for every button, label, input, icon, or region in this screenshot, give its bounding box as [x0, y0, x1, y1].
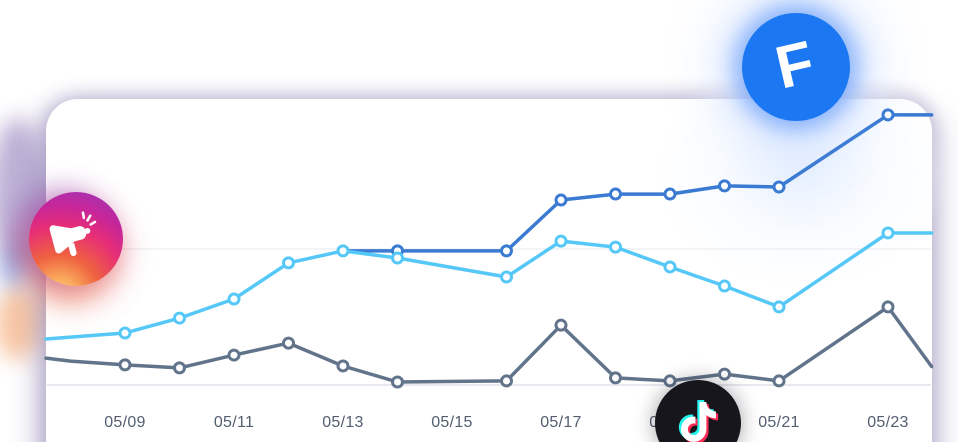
data-point-marker-facebook — [554, 193, 568, 207]
data-point-marker-instagram — [663, 260, 677, 274]
data-point-marker-facebook — [718, 179, 731, 193]
data-point-marker-instagram — [118, 326, 132, 340]
data-point-marker-instagram — [718, 279, 731, 293]
data-point-marker-instagram — [391, 251, 404, 265]
series-line-tiktok — [44, 305, 934, 384]
data-point-marker-instagram — [336, 244, 350, 258]
x-tick-label: 05/15 — [431, 414, 473, 431]
data-point-marker-facebook — [881, 108, 895, 122]
x-tick-label: 05/13 — [322, 414, 364, 431]
tiktok-badge[interactable] — [655, 380, 741, 442]
series-line-instagram — [44, 231, 934, 341]
data-point-marker-tiktok — [336, 359, 350, 373]
data-point-marker-instagram — [772, 300, 786, 314]
data-point-marker-tiktok — [881, 300, 895, 314]
data-point-marker-tiktok — [500, 374, 513, 388]
data-point-marker-instagram — [282, 256, 295, 270]
series-line-facebook — [341, 113, 934, 253]
megaphone-icon — [49, 211, 97, 257]
data-point-marker-instagram — [500, 270, 513, 284]
data-point-marker-facebook — [500, 244, 513, 258]
data-point-marker-tiktok — [609, 371, 622, 385]
data-point-marker-tiktok — [772, 374, 786, 388]
facebook-f-icon: F — [769, 28, 820, 102]
data-point-marker-tiktok — [718, 367, 731, 381]
data-point-marker-tiktok — [173, 361, 186, 375]
data-point-marker-tiktok — [282, 336, 295, 350]
data-point-marker-instagram — [881, 226, 895, 240]
x-tick-label: 05/09 — [104, 414, 146, 431]
data-point-marker-facebook — [609, 187, 622, 201]
data-point-marker-tiktok — [554, 318, 568, 332]
instagram-badge[interactable] — [29, 192, 123, 286]
facebook-badge[interactable]: F — [742, 13, 850, 121]
data-point-marker-facebook — [772, 180, 786, 194]
x-tick-label: 05/11 — [213, 414, 255, 431]
data-point-marker-instagram — [554, 234, 568, 248]
data-point-marker-instagram — [173, 311, 186, 325]
x-tick-label: 05/21 — [758, 414, 800, 431]
data-point-marker-tiktok — [118, 358, 132, 372]
x-tick-label: 05/17 — [540, 414, 582, 431]
data-point-marker-tiktok — [663, 374, 677, 388]
data-point-marker-instagram — [227, 292, 241, 306]
x-tick-label: 05/23 — [867, 414, 909, 431]
tiktok-note-icon — [678, 399, 719, 442]
data-point-marker-facebook — [663, 187, 677, 201]
data-point-marker-tiktok — [391, 375, 404, 389]
data-point-marker-instagram — [609, 240, 622, 254]
data-point-marker-tiktok — [227, 348, 241, 362]
